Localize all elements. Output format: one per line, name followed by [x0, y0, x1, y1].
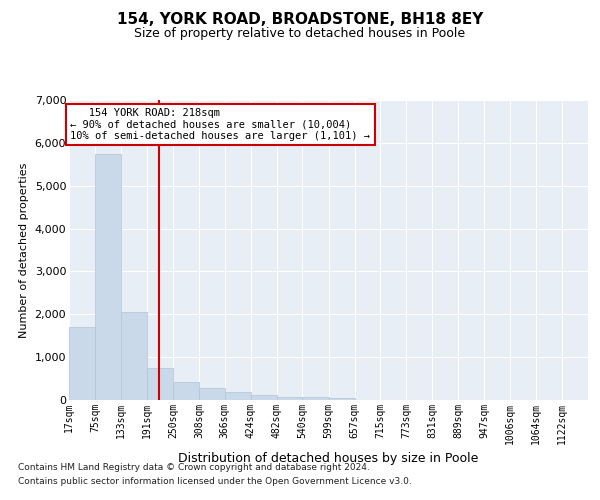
Text: Contains HM Land Registry data © Crown copyright and database right 2024.: Contains HM Land Registry data © Crown c…	[18, 464, 370, 472]
Text: Size of property relative to detached houses in Poole: Size of property relative to detached ho…	[134, 28, 466, 40]
Bar	[146, 368, 173, 400]
Text: 154 YORK ROAD: 218sqm
← 90% of detached houses are smaller (10,004)
10% of semi-: 154 YORK ROAD: 218sqm ← 90% of detached …	[70, 108, 370, 141]
Bar	[225, 392, 251, 400]
Bar	[69, 327, 95, 400]
Bar	[121, 312, 146, 400]
Bar	[199, 388, 225, 400]
Bar	[329, 398, 355, 400]
Bar	[302, 398, 329, 400]
Text: 154, YORK ROAD, BROADSTONE, BH18 8EY: 154, YORK ROAD, BROADSTONE, BH18 8EY	[117, 12, 483, 28]
Bar	[277, 397, 302, 400]
Bar	[251, 396, 277, 400]
Bar	[173, 382, 199, 400]
Bar	[95, 154, 121, 400]
X-axis label: Distribution of detached houses by size in Poole: Distribution of detached houses by size …	[178, 452, 479, 465]
Text: Contains public sector information licensed under the Open Government Licence v3: Contains public sector information licen…	[18, 477, 412, 486]
Y-axis label: Number of detached properties: Number of detached properties	[19, 162, 29, 338]
